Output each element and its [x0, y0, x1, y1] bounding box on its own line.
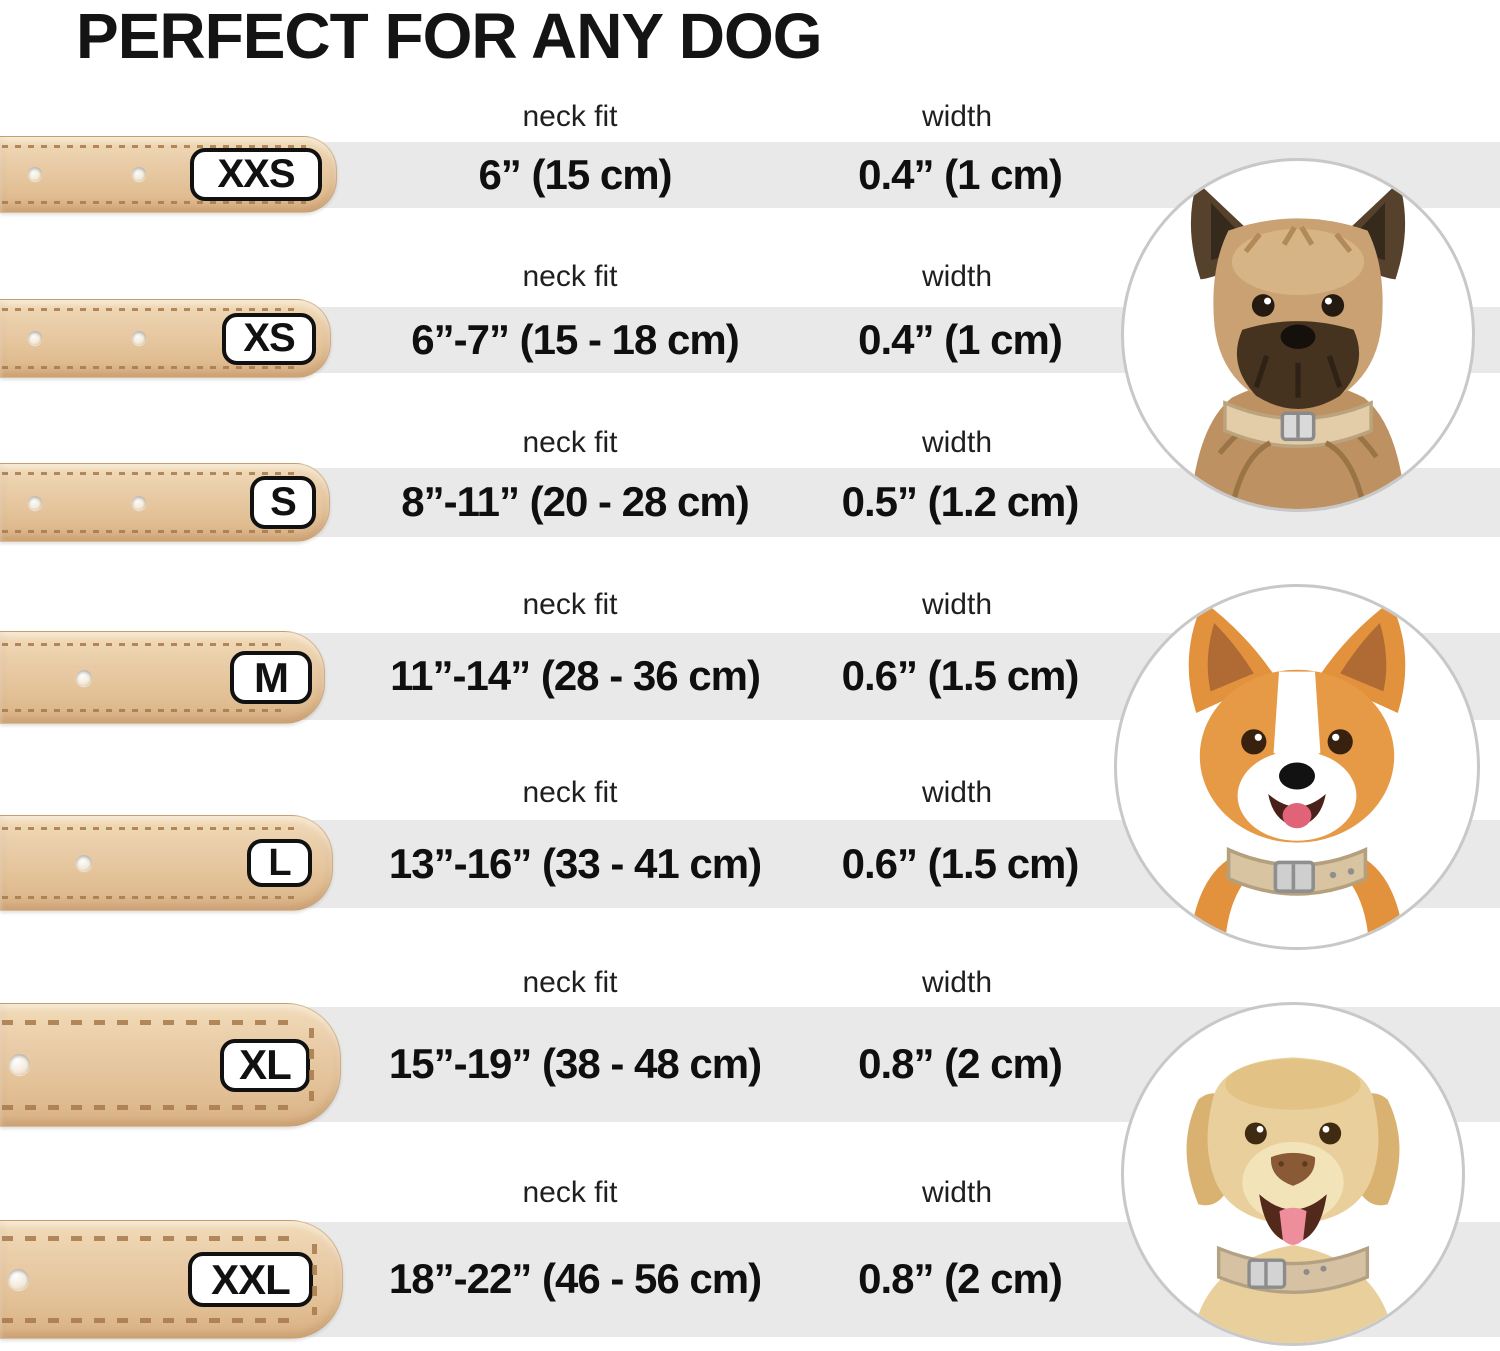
stitch-line-bottom: [2, 1105, 288, 1110]
collar-hole: [132, 496, 146, 510]
small-dog-photo-circle: [1121, 158, 1475, 512]
collar-hole: [28, 167, 42, 181]
stitch-line-end: [309, 1028, 314, 1102]
width-value: 0.4” (1 cm): [858, 316, 1063, 363]
collar-strap-image: S: [0, 463, 330, 542]
width-column-label: width: [921, 1176, 993, 1209]
width-column-label: width: [921, 426, 993, 459]
labrador-dog-illustration: [1186, 1057, 1400, 1343]
neck-fit-value: 15”-19” (38 - 48 cm): [388, 1040, 762, 1087]
collar-strap-image: L: [0, 815, 333, 911]
width-value: 0.5” (1.2 cm): [841, 478, 1080, 525]
stitch-line-top: [2, 643, 288, 646]
collar-hole: [28, 331, 42, 345]
size-badge: S: [250, 476, 316, 529]
collar-hole: [132, 167, 146, 181]
collar-strap-image: M: [0, 631, 325, 724]
width-column-label: width: [921, 100, 993, 133]
width-column-label: width: [921, 776, 993, 809]
stitch-line-top: [2, 145, 306, 148]
neck-fit-value: 13”-16” (33 - 41 cm): [388, 840, 762, 887]
width-column-label: width: [921, 260, 993, 293]
neck-fit-column-label: neck fit: [522, 776, 618, 809]
neck-fit-value: 8”-11” (20 - 28 cm): [401, 478, 750, 525]
size-badge: XXL: [188, 1252, 313, 1307]
stitch-line-top: [2, 472, 299, 475]
collar-strap-image: XS: [0, 299, 331, 378]
collar-hole: [76, 670, 92, 686]
stitch-line-top: [2, 1020, 288, 1025]
neck-fit-column-label: neck fit: [522, 966, 618, 999]
neck-fit-value: 6” (15 cm): [478, 151, 672, 198]
collar-hole: [9, 1054, 30, 1075]
medium-dog-photo-circle: [1114, 584, 1480, 950]
width-column-label: width: [921, 588, 993, 621]
width-value: 0.6” (1.5 cm): [841, 652, 1080, 699]
size-badge: XXS: [190, 148, 322, 201]
width-value: 0.8” (2 cm): [858, 1040, 1063, 1087]
stitch-line-bottom: [2, 896, 294, 899]
large-dog-photo-circle: [1121, 1002, 1465, 1346]
width-value: 0.8” (2 cm): [858, 1255, 1063, 1302]
size-badge: L: [247, 839, 312, 887]
stitch-line-top: [2, 308, 300, 311]
size-badge: M: [230, 651, 312, 704]
neck-fit-column-label: neck fit: [522, 1176, 618, 1209]
neck-fit-value: 11”-14” (28 - 36 cm): [390, 652, 761, 699]
collar-strap-image: XXS: [0, 136, 337, 213]
page-title: PERFECT FOR ANY DOG: [76, 0, 822, 72]
collar-strap-image: XL: [0, 1003, 341, 1127]
corgi-dog-illustration: [1188, 601, 1406, 947]
size-badge: XL: [220, 1038, 310, 1092]
stitch-line-top: [2, 1236, 290, 1241]
collar-hole: [28, 496, 42, 510]
stitch-line-top: [2, 827, 294, 830]
neck-fit-value: 18”-22” (46 - 56 cm): [388, 1255, 762, 1302]
width-column-label: width: [921, 966, 993, 999]
collar-strap-image: XXL: [0, 1220, 343, 1339]
stitch-line-bottom: [2, 530, 299, 533]
width-value: 0.4” (1 cm): [858, 151, 1063, 198]
width-value: 0.6” (1.5 cm): [841, 840, 1080, 887]
size-badge: XS: [222, 312, 316, 365]
stitch-line-bottom: [2, 366, 300, 369]
collar-hole: [8, 1269, 29, 1290]
collar-hole: [76, 855, 92, 871]
neck-fit-column-label: neck fit: [522, 100, 618, 133]
neck-fit-column-label: neck fit: [522, 260, 618, 293]
neck-fit-value: 6”-7” (15 - 18 cm): [411, 316, 739, 363]
stitch-line-end: [312, 1244, 317, 1315]
neck-fit-column-label: neck fit: [522, 426, 618, 459]
collar-hole: [132, 331, 146, 345]
stitch-line-bottom: [2, 1318, 290, 1323]
stitch-line-bottom: [2, 201, 306, 204]
terrier-dog-illustration: [1190, 181, 1406, 509]
stitch-line-bottom: [2, 709, 288, 712]
neck-fit-column-label: neck fit: [522, 588, 618, 621]
